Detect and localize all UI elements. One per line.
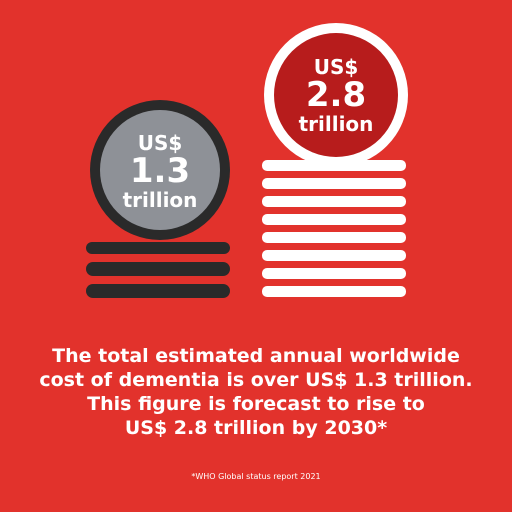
white-coin-layer <box>262 268 406 279</box>
small-coin-label: US$ 1.3 trillion <box>100 133 220 210</box>
caption-line: The total estimated annual worldwide <box>52 345 460 367</box>
white-coin-layer <box>262 178 406 189</box>
caption-line: US$ 2.8 trillion by 2030* <box>124 417 388 439</box>
dark-coin-layer <box>86 242 230 254</box>
white-coin-layer <box>262 196 406 207</box>
large-coin-unit: trillion <box>298 112 374 136</box>
caption: The total estimated annual worldwide cos… <box>0 344 512 440</box>
caption-line: This figure is forecast to rise to <box>87 393 425 415</box>
small-coin-currency: US$ <box>137 131 183 155</box>
large-coin-label: US$ 2.8 trillion <box>276 57 396 134</box>
grey-coin-face <box>100 110 220 230</box>
small-coin-amount: 1.3 <box>129 151 191 191</box>
caption-line: cost of dementia is over US$ 1.3 trillio… <box>39 369 473 391</box>
large-coin-stack <box>262 23 408 297</box>
white-coin-layer <box>262 250 406 261</box>
small-coin-unit: trillion <box>122 188 198 212</box>
white-coin-layer <box>262 214 406 225</box>
white-coin-layer <box>262 286 406 297</box>
white-coin-layer <box>262 232 406 243</box>
dark-coin-layer <box>86 284 230 298</box>
footnote: *WHO Global status report 2021 <box>191 472 321 481</box>
large-coin-amount: 2.8 <box>305 75 367 115</box>
small-coin-stack <box>86 100 230 298</box>
dark-coin-layer <box>86 262 230 276</box>
large-coin-currency: US$ <box>313 55 359 79</box>
red-coin-face <box>274 33 398 157</box>
